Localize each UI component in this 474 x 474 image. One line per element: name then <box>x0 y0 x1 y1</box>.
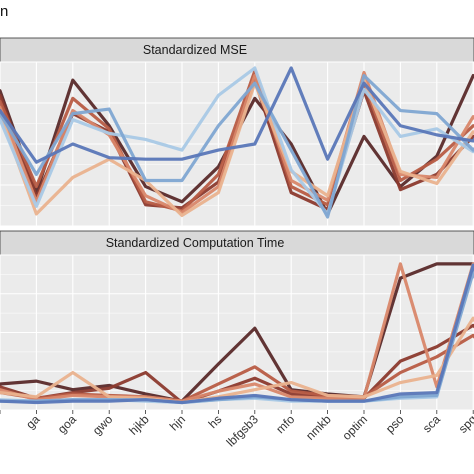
chart-panels: Standardized MSE Standardized Computation… <box>0 37 474 411</box>
x-axis: ga goa gwo hjkb hjn hs lbfgsb3 mfo nmkb optim pso s… <box>0 410 474 449</box>
x-tick-label: goa <box>55 412 79 436</box>
x-tick-label: nmkb <box>303 412 334 443</box>
panel-1: Standardized MSE <box>0 37 474 227</box>
series-line-8 <box>0 66 474 164</box>
figure-title-fragment: n <box>0 3 8 20</box>
series-line-4 <box>0 262 474 403</box>
x-tick-label: ga <box>23 412 43 432</box>
x-tick-label: gwo <box>90 412 116 438</box>
x-tick-label: sca <box>420 412 443 435</box>
x-tick-label: spg <box>456 412 474 436</box>
series-line-1 <box>0 262 474 403</box>
x-tick-label: pso <box>383 412 407 436</box>
panel-strip-title: Standardized MSE <box>143 43 247 57</box>
series-lines <box>0 262 474 405</box>
x-tick-label: optim <box>339 412 370 443</box>
x-tick-label: mfo <box>273 412 297 436</box>
series-line-8 <box>0 263 474 405</box>
panel-strip-title: Standardized Computation Time <box>106 236 285 250</box>
panel-2: Standardized Computation Time <box>0 230 474 411</box>
x-tick-label: hjn <box>167 412 188 433</box>
series-lines <box>0 66 474 219</box>
panel-strip <box>0 230 474 256</box>
series-line-7 <box>0 73 474 219</box>
panel-strip <box>0 37 474 63</box>
x-tick-label: lbfgsb3 <box>224 412 261 449</box>
series-line-4 <box>0 70 474 214</box>
x-tick-label: hs <box>206 412 225 431</box>
x-tick-label: hjkb <box>126 412 152 438</box>
series-line-2 <box>0 323 474 405</box>
series-line-5 <box>0 316 474 405</box>
